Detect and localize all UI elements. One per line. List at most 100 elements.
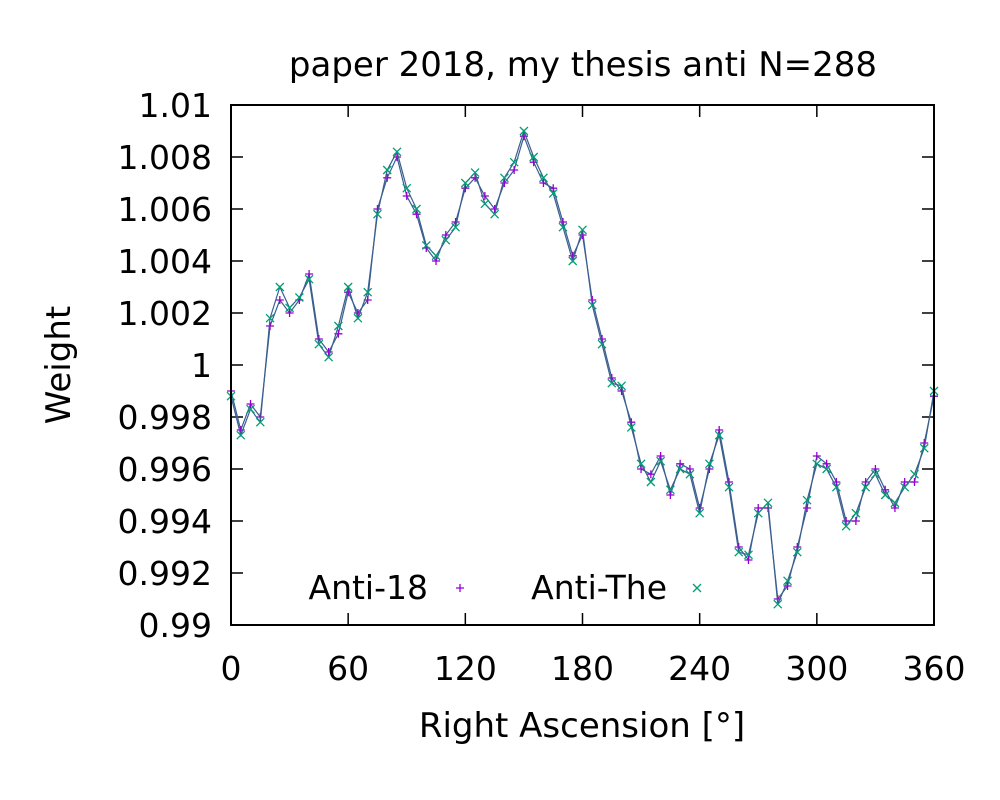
- data-point: [246, 404, 255, 414]
- data-point: [548, 188, 558, 198]
- data-point: [470, 168, 480, 178]
- series-line: [230, 129, 935, 605]
- data-point: [519, 126, 529, 136]
- data-point: [412, 204, 421, 214]
- data-point: [353, 309, 362, 317]
- data-point: [324, 348, 333, 356]
- y-axis-label: Weight: [39, 306, 79, 424]
- y-tick-label: 1.006: [118, 190, 212, 229]
- data-point: [831, 482, 841, 492]
- data-point: [861, 482, 871, 492]
- data-point: [598, 335, 607, 343]
- plot-frame: [230, 104, 935, 626]
- data-point: [246, 400, 255, 408]
- chart-title: paper 2018, my thesis anti N=288: [289, 45, 877, 85]
- data-point: [383, 173, 392, 182]
- data-point: [314, 339, 324, 349]
- x-tick-label: 300: [785, 649, 848, 688]
- data-point: [695, 508, 705, 518]
- data-point: [792, 547, 802, 557]
- data-point: [900, 478, 909, 486]
- data-point: [568, 251, 577, 260]
- y-tick-label: 1.008: [118, 138, 212, 177]
- data-point: [802, 495, 812, 505]
- data-point: [744, 550, 753, 560]
- data-point: [665, 485, 675, 495]
- data-point: [607, 378, 617, 388]
- data-point: [753, 508, 763, 518]
- data-point: [851, 517, 860, 525]
- y-tick-label: 0.992: [118, 554, 212, 593]
- data-point: [265, 313, 275, 323]
- series-line: [230, 134, 935, 601]
- data-point: [890, 498, 900, 508]
- data-point: [607, 374, 616, 382]
- data-point: [510, 166, 519, 174]
- data-point: [255, 417, 265, 427]
- data-point: [509, 157, 519, 167]
- data-point: [578, 225, 587, 235]
- data-point: [441, 231, 450, 239]
- data-point: [734, 547, 744, 557]
- data-point: [275, 282, 285, 292]
- data-point: [656, 452, 665, 460]
- x-tick-label: 240: [668, 649, 731, 688]
- data-point: [773, 599, 783, 609]
- y-tick-label: 1: [191, 346, 212, 385]
- data-point: [490, 209, 500, 219]
- data-point: [236, 430, 246, 440]
- data-point: [480, 199, 490, 209]
- data-point: [471, 173, 480, 182]
- y-tick-label: 1.01: [139, 86, 212, 125]
- tick-group: 0 60 120 180 240 300 360 0.99 0.992 0.994 0.996 0.9…: [118, 86, 966, 688]
- data-point: [500, 179, 509, 187]
- data-point: [851, 508, 861, 518]
- y-tick-label: 1.002: [118, 294, 212, 333]
- legend-marker: [456, 584, 464, 592]
- data-point: [890, 504, 899, 512]
- data-point: [919, 443, 929, 453]
- data-point: [841, 521, 851, 531]
- data-point: [783, 576, 793, 586]
- data-point: [685, 465, 694, 473]
- data-point: [861, 478, 870, 486]
- data-point: [870, 469, 880, 479]
- data-point: [431, 251, 441, 261]
- series-1: [227, 132, 938, 603]
- plot-area: [226, 126, 939, 609]
- data-point: [617, 381, 627, 391]
- data-point: [626, 422, 636, 432]
- x-tick-label: 360: [903, 649, 966, 688]
- data-point: [763, 498, 773, 508]
- x-tick-label: 0: [221, 649, 242, 688]
- data-point: [441, 235, 451, 245]
- data-point: [285, 303, 295, 313]
- series-2: [226, 126, 939, 609]
- data-point: [822, 459, 831, 468]
- data-point: [910, 469, 919, 479]
- data-point: [499, 173, 509, 183]
- y-tick-label: 0.99: [139, 606, 212, 645]
- data-point: [343, 282, 353, 292]
- data-point: [519, 132, 528, 141]
- data-point: [900, 482, 910, 492]
- data-point: [294, 292, 304, 302]
- data-point: [646, 477, 656, 487]
- data-point: [715, 426, 724, 434]
- data-point: [597, 339, 607, 349]
- data-point: [275, 296, 284, 304]
- data-point: [412, 210, 421, 219]
- data-point: [353, 313, 363, 323]
- data-point: [822, 464, 832, 474]
- data-point: [402, 192, 411, 200]
- data-point: [344, 288, 353, 297]
- legend-label: Anti-The: [531, 568, 667, 607]
- data-point: [744, 556, 753, 564]
- data-point: [236, 426, 245, 434]
- data-point: [646, 470, 655, 479]
- data-point: [676, 459, 685, 468]
- data-point: [871, 465, 880, 473]
- data-point: [324, 352, 334, 362]
- data-point: [675, 464, 685, 474]
